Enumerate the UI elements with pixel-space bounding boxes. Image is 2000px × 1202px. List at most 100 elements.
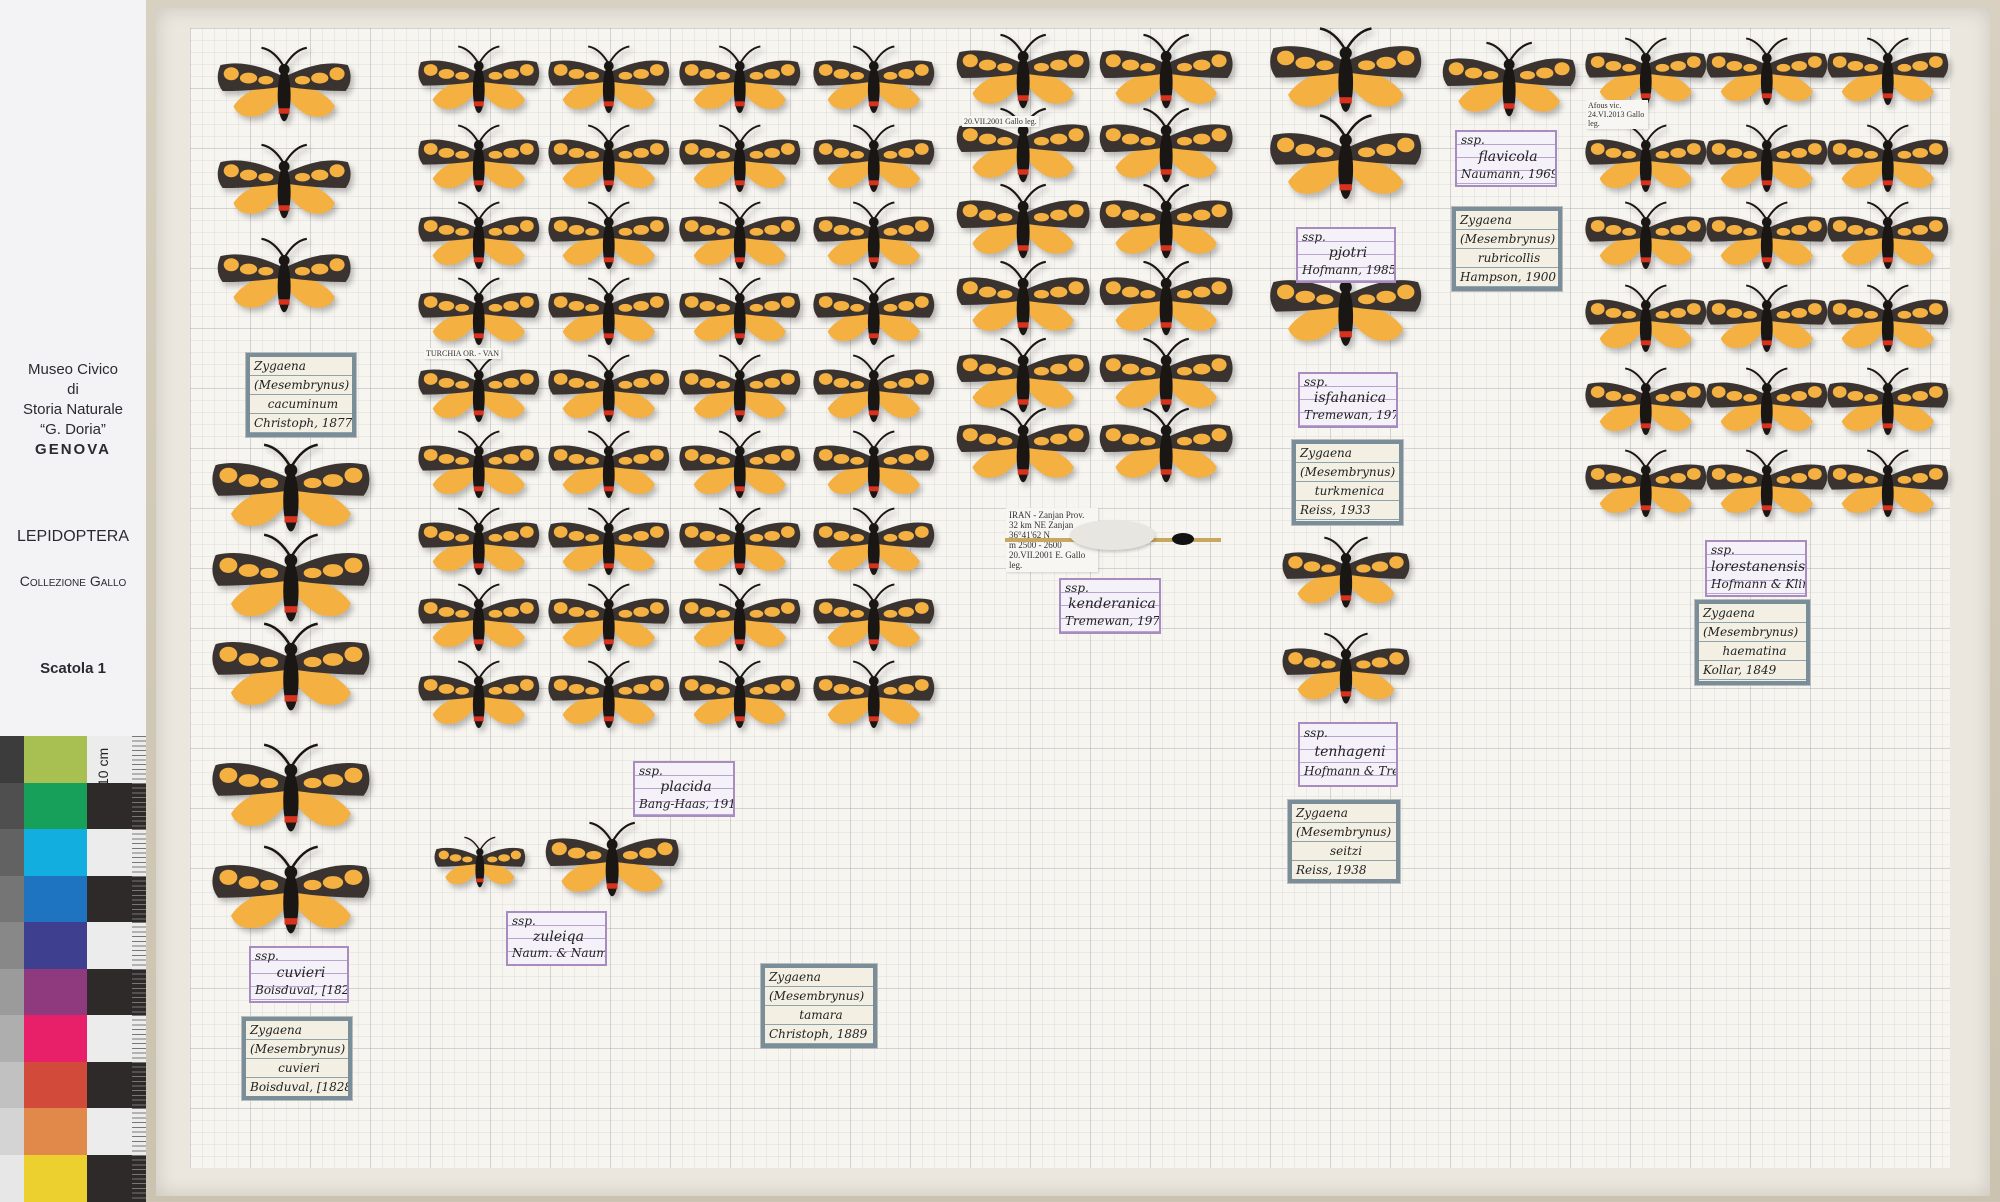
label-line: (Mesembrynus): [769, 989, 865, 1003]
label-line: Hampson, 1900: [1460, 270, 1556, 284]
moth-specimen: .fw{fill:#3a3330}.hw{fill:#f2907c}.sp{fi…: [1824, 198, 1952, 287]
moth-specimen: .fw{fill:#3a3330}.hw{fill:#f2907c}.sp{fi…: [208, 618, 374, 734]
color-patch: [24, 1015, 87, 1062]
moth-specimen: .fw{fill:#3a3330}.hw{fill:#f2907c}.sp{fi…: [214, 43, 354, 141]
label-line: (Mesembrynus): [254, 378, 350, 392]
label-line: seitzi: [1329, 844, 1363, 858]
label-line: Bang-Haas, 1913: [639, 796, 733, 811]
moth-specimen: .fw{fill:#3a3330}.hw{fill:#f2907c}.sp{fi…: [545, 42, 673, 131]
label-line: ssp.: [1302, 230, 1326, 244]
species-label: Zygaena (Mesembrynus) cacuminum Christoph, …: [245, 352, 357, 438]
subspecies-label: ssp. kenderanica Tremewan, 1977: [1059, 578, 1161, 634]
specimen-tag-turchia: TURCHIA OR. - VAN: [424, 348, 502, 359]
moth-specimen: .fw{fill:#3a3330}.hw{fill:#f2907c}.sp{fi…: [1703, 446, 1831, 535]
ruler-segment: [87, 922, 146, 969]
label-line: (Mesembrynus): [1460, 232, 1556, 246]
museum-card: Museo Civico di Storia Naturale “G. Dori…: [0, 0, 147, 736]
ruler-segment: [87, 736, 146, 783]
species-label: Zygaena (Mesembrynus) tamara Christoph, 188…: [760, 963, 878, 1049]
label-line: Zygaena: [254, 359, 306, 373]
label-line: Naum. & Naum., 1980: [512, 946, 605, 961]
label-line: kenderanica: [1068, 596, 1156, 613]
label-line: haematina: [1722, 644, 1787, 658]
ruler-segment: [87, 968, 146, 1016]
gray-patch: [0, 1154, 24, 1202]
label-line: Reiss, 1933: [1300, 503, 1371, 517]
label-line: Zygaena: [250, 1023, 302, 1037]
gray-patch: [0, 1061, 24, 1109]
label-line: Zygaena: [1703, 606, 1755, 620]
label-line: Reiss, 1938: [1296, 863, 1367, 877]
species-label: Zygaena (Mesembrynus) haematina Kollar, 184…: [1694, 599, 1811, 686]
moth-specimen: .fw{fill:#3a3330}.hw{fill:#f2907c}.sp{fi…: [1279, 629, 1413, 723]
moth-specimen: .fw{fill:#3a3330}.hw{fill:#f2907c}.sp{fi…: [545, 657, 673, 746]
ruler-segment: [87, 1061, 146, 1109]
color-patch: [24, 922, 87, 969]
gray-patch: [0, 922, 24, 969]
label-line: ssp.: [1711, 543, 1735, 557]
scale-label: 10 cm: [95, 747, 111, 786]
label-line: ssp.: [1461, 133, 1485, 147]
label-line: Tremewan, 1975: [1304, 407, 1396, 422]
label-line: ssp.: [1304, 375, 1328, 389]
color-patch: [24, 968, 87, 1016]
moth-specimen: .fw{fill:#3a3330}.hw{fill:#f2907c}.sp{fi…: [1703, 34, 1831, 123]
label-line: tenhageni: [1314, 744, 1386, 761]
moth-specimen: .fw{fill:#3a3330}.hw{fill:#f2907c}.sp{fi…: [1703, 364, 1831, 453]
moth-specimen: .fw{fill:#3a3330}.hw{fill:#f2907c}.sp{fi…: [1824, 34, 1952, 123]
museum-name: Museo Civico di Storia Naturale “G. Dori…: [22, 361, 124, 458]
collection-label: Collezione Gallo: [19, 573, 127, 589]
cocoon: [1070, 520, 1155, 550]
label-line: Hofmann, 1985: [1302, 262, 1394, 277]
gray-patch: [0, 736, 24, 783]
moth-specimen: .fw{fill:#3a3330}.hw{fill:#f2907c}.sp{fi…: [1824, 446, 1952, 535]
label-line: ssp.: [639, 764, 663, 778]
color-patch: [24, 875, 87, 923]
species-label: Zygaena (Mesembrynus) cuvieri Boisduval, [1…: [241, 1016, 353, 1101]
label-line: ssp.: [1304, 726, 1328, 740]
label-line: Christoph, 1889: [769, 1027, 868, 1041]
label-line: Boisduval, [1828]: [250, 1080, 348, 1094]
parasitoid-wasp: [1172, 533, 1194, 545]
species-label: Zygaena (Mesembrynus) seitzi Reiss, 1938: [1287, 799, 1401, 884]
label-line: Boisduval, [1828]: [255, 982, 347, 997]
label-line: Naumann, 1969: [1461, 166, 1555, 181]
gray-patch: [0, 875, 24, 923]
moth-specimen-yellow: .fw{fill:#3a3330}.hw{fill:#f4b040}.sp{fi…: [432, 834, 528, 901]
color-patch: [24, 782, 87, 830]
moth-specimen: .fw{fill:#3a3330}.hw{fill:#f2907c}.sp{fi…: [415, 42, 543, 131]
moth-specimen: .fw{fill:#3a3330}.hw{fill:#f2907c}.sp{fi…: [1279, 533, 1413, 627]
label-line: Tremewan, 1977: [1065, 613, 1159, 628]
moth-specimen: .fw{fill:#3a3330}.hw{fill:#f2907c}.sp{fi…: [810, 657, 938, 746]
label-line: cuvieri: [278, 1061, 320, 1075]
moth-specimen: .fw{fill:#3a3330}.hw{fill:#f2907c}.sp{fi…: [208, 739, 374, 855]
label-line: flavicola: [1478, 148, 1538, 165]
label-line: cacuminum: [267, 397, 339, 411]
ruler-segment: [87, 1108, 146, 1155]
moth-specimen: .fw{fill:#3a3330}.hw{fill:#f2907c}.sp{fi…: [1582, 364, 1710, 453]
label-line: lorestanensis: [1711, 558, 1805, 575]
label-line: turkmenica: [1314, 484, 1385, 498]
ruler-segment: [87, 829, 146, 876]
moth-specimen: .fw{fill:#3a3330}.hw{fill:#f2907c}.sp{fi…: [1582, 446, 1710, 535]
label-line: ssp.: [1065, 581, 1089, 595]
box-label: Scatola 1: [40, 660, 106, 677]
color-patch: [24, 1154, 87, 1202]
ruler-segment: [87, 1015, 146, 1062]
label-line: Zygaena: [1296, 806, 1348, 820]
label-line: ssp.: [512, 914, 536, 928]
label-line: tamara: [799, 1008, 843, 1022]
gray-patch: [0, 1015, 24, 1062]
gray-patch: [0, 968, 24, 1016]
moth-specimen: .fw{fill:#3a3330}.hw{fill:#f2907c}.sp{fi…: [1096, 404, 1236, 502]
gray-patch: [0, 782, 24, 830]
subspecies-label: ssp. pjotri Hofmann, 1985: [1296, 227, 1396, 283]
label-line: Kollar, 1849: [1703, 663, 1777, 677]
label-line: ssp.: [255, 949, 279, 963]
color-patch: [24, 736, 87, 783]
label-line: (Mesembrynus): [250, 1042, 346, 1056]
label-line: Hofmann & Tremewan, 2003: [1304, 764, 1396, 779]
